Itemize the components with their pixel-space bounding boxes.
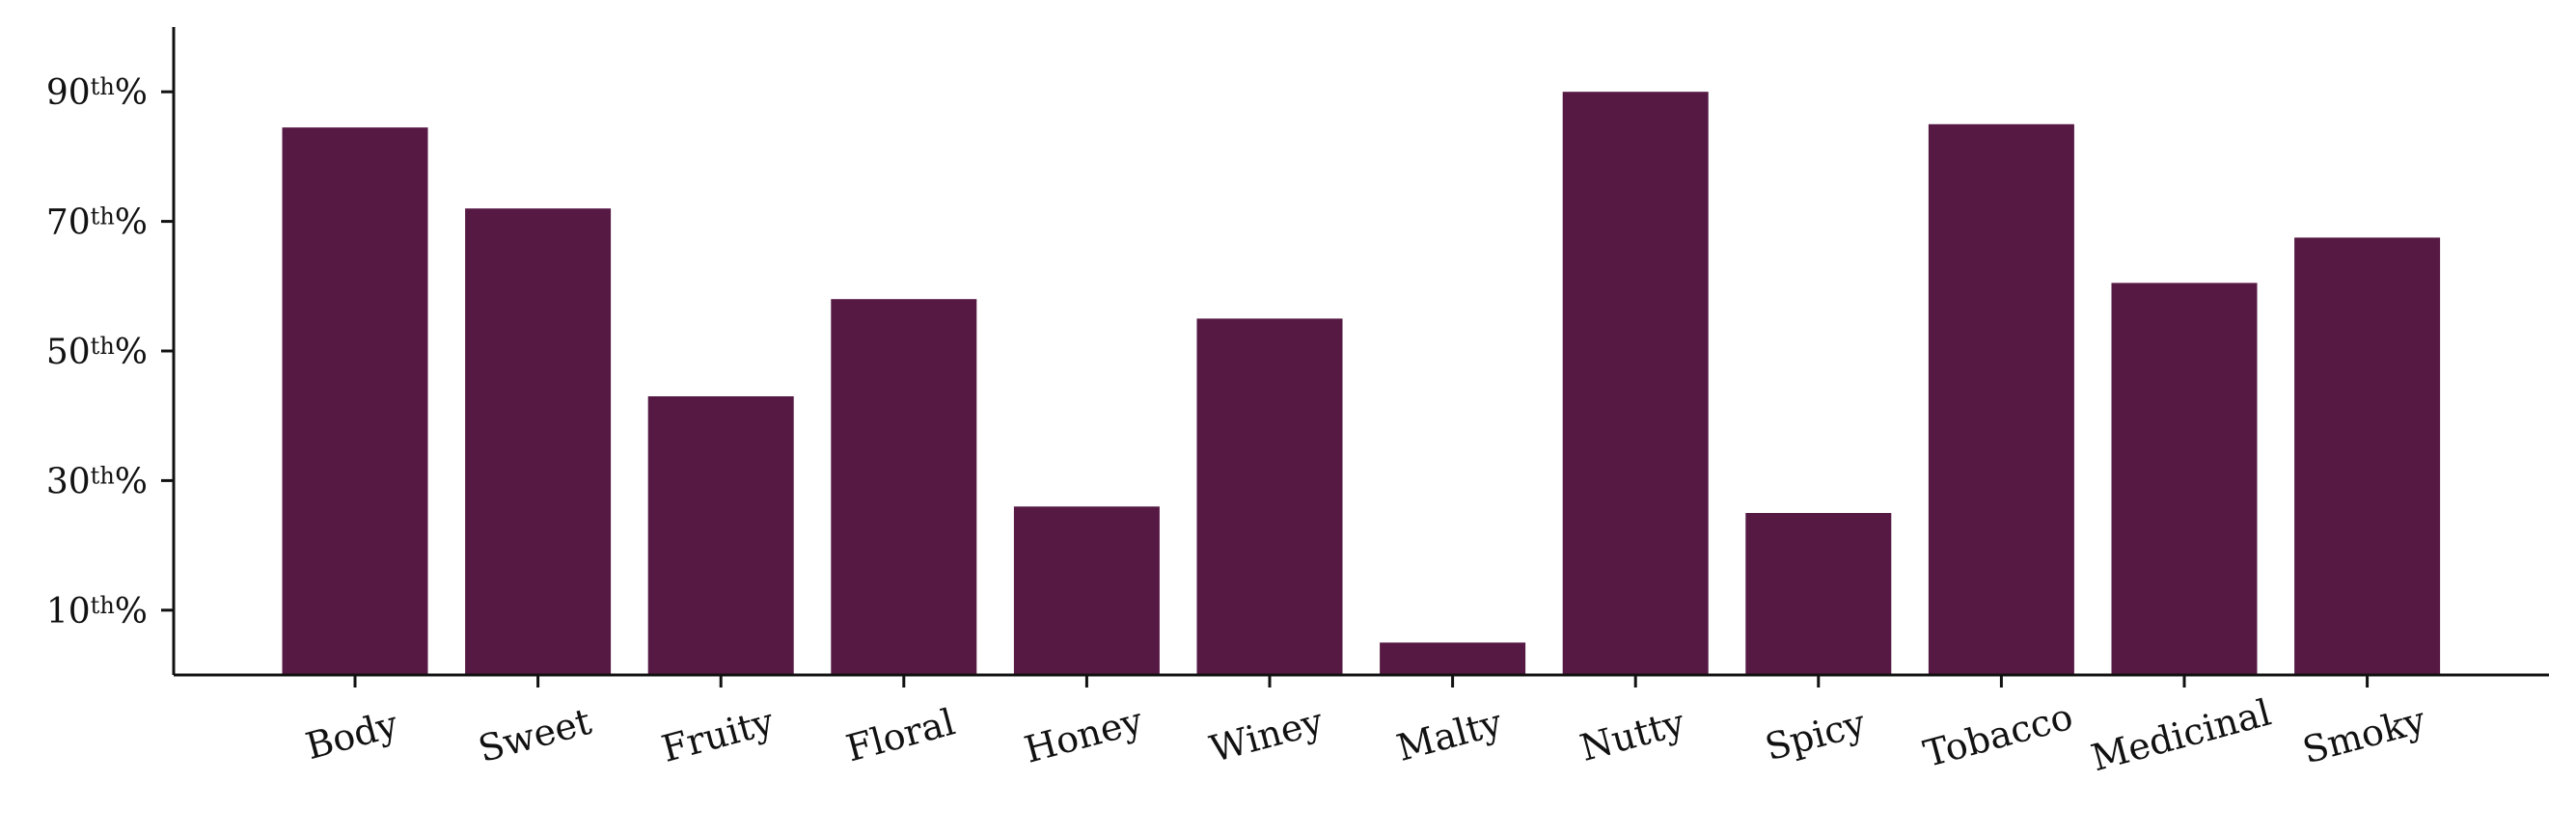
x-tick-label: Spicy: [1761, 701, 1871, 769]
bar-medicinal: [2111, 283, 2258, 675]
bar-tobacco: [1928, 123, 2074, 676]
bar-fruity: [647, 396, 794, 675]
x-tick-label: Floral: [842, 700, 960, 769]
x-tick-label: Sweet: [474, 700, 595, 770]
y-ticks-group: 10th% 30th% 50th% 70th% 90th%: [46, 73, 174, 632]
y-tick-label: 90th%: [46, 73, 148, 113]
x-tick-label: Fruity: [657, 700, 779, 770]
x-tick-label: Winey: [1205, 700, 1328, 770]
x-ticks-group: Body Sweet Fruity Floral Honey Winey Malty Nutt…: [301, 675, 2430, 779]
bar-malty: [1380, 642, 1526, 675]
y-tick-label: 10th%: [46, 592, 148, 632]
bar-winey: [1196, 318, 1343, 675]
y-tick-label: 70th%: [46, 203, 148, 243]
x-tick-label: Smoky: [2298, 698, 2430, 771]
bar-nutty: [1562, 92, 1709, 675]
x-tick-label: Medicinal: [2087, 691, 2275, 780]
y-tick-label: 50th%: [46, 333, 148, 372]
x-tick-label: Tobacco: [1919, 695, 2077, 775]
x-tick-label: Malty: [1392, 701, 1507, 769]
bar-smoky: [2294, 237, 2441, 675]
x-tick-label: Honey: [1020, 699, 1147, 771]
bar-honey: [1013, 506, 1160, 675]
bar-spicy: [1745, 513, 1892, 675]
x-tick-label: Nutty: [1576, 701, 1689, 769]
bar-body: [282, 127, 428, 675]
bar-sweet: [465, 208, 612, 675]
bars-group: [282, 92, 2441, 676]
x-tick-label: Body: [301, 703, 402, 769]
bar-floral: [831, 299, 977, 675]
y-tick-label: 30th%: [46, 462, 148, 501]
